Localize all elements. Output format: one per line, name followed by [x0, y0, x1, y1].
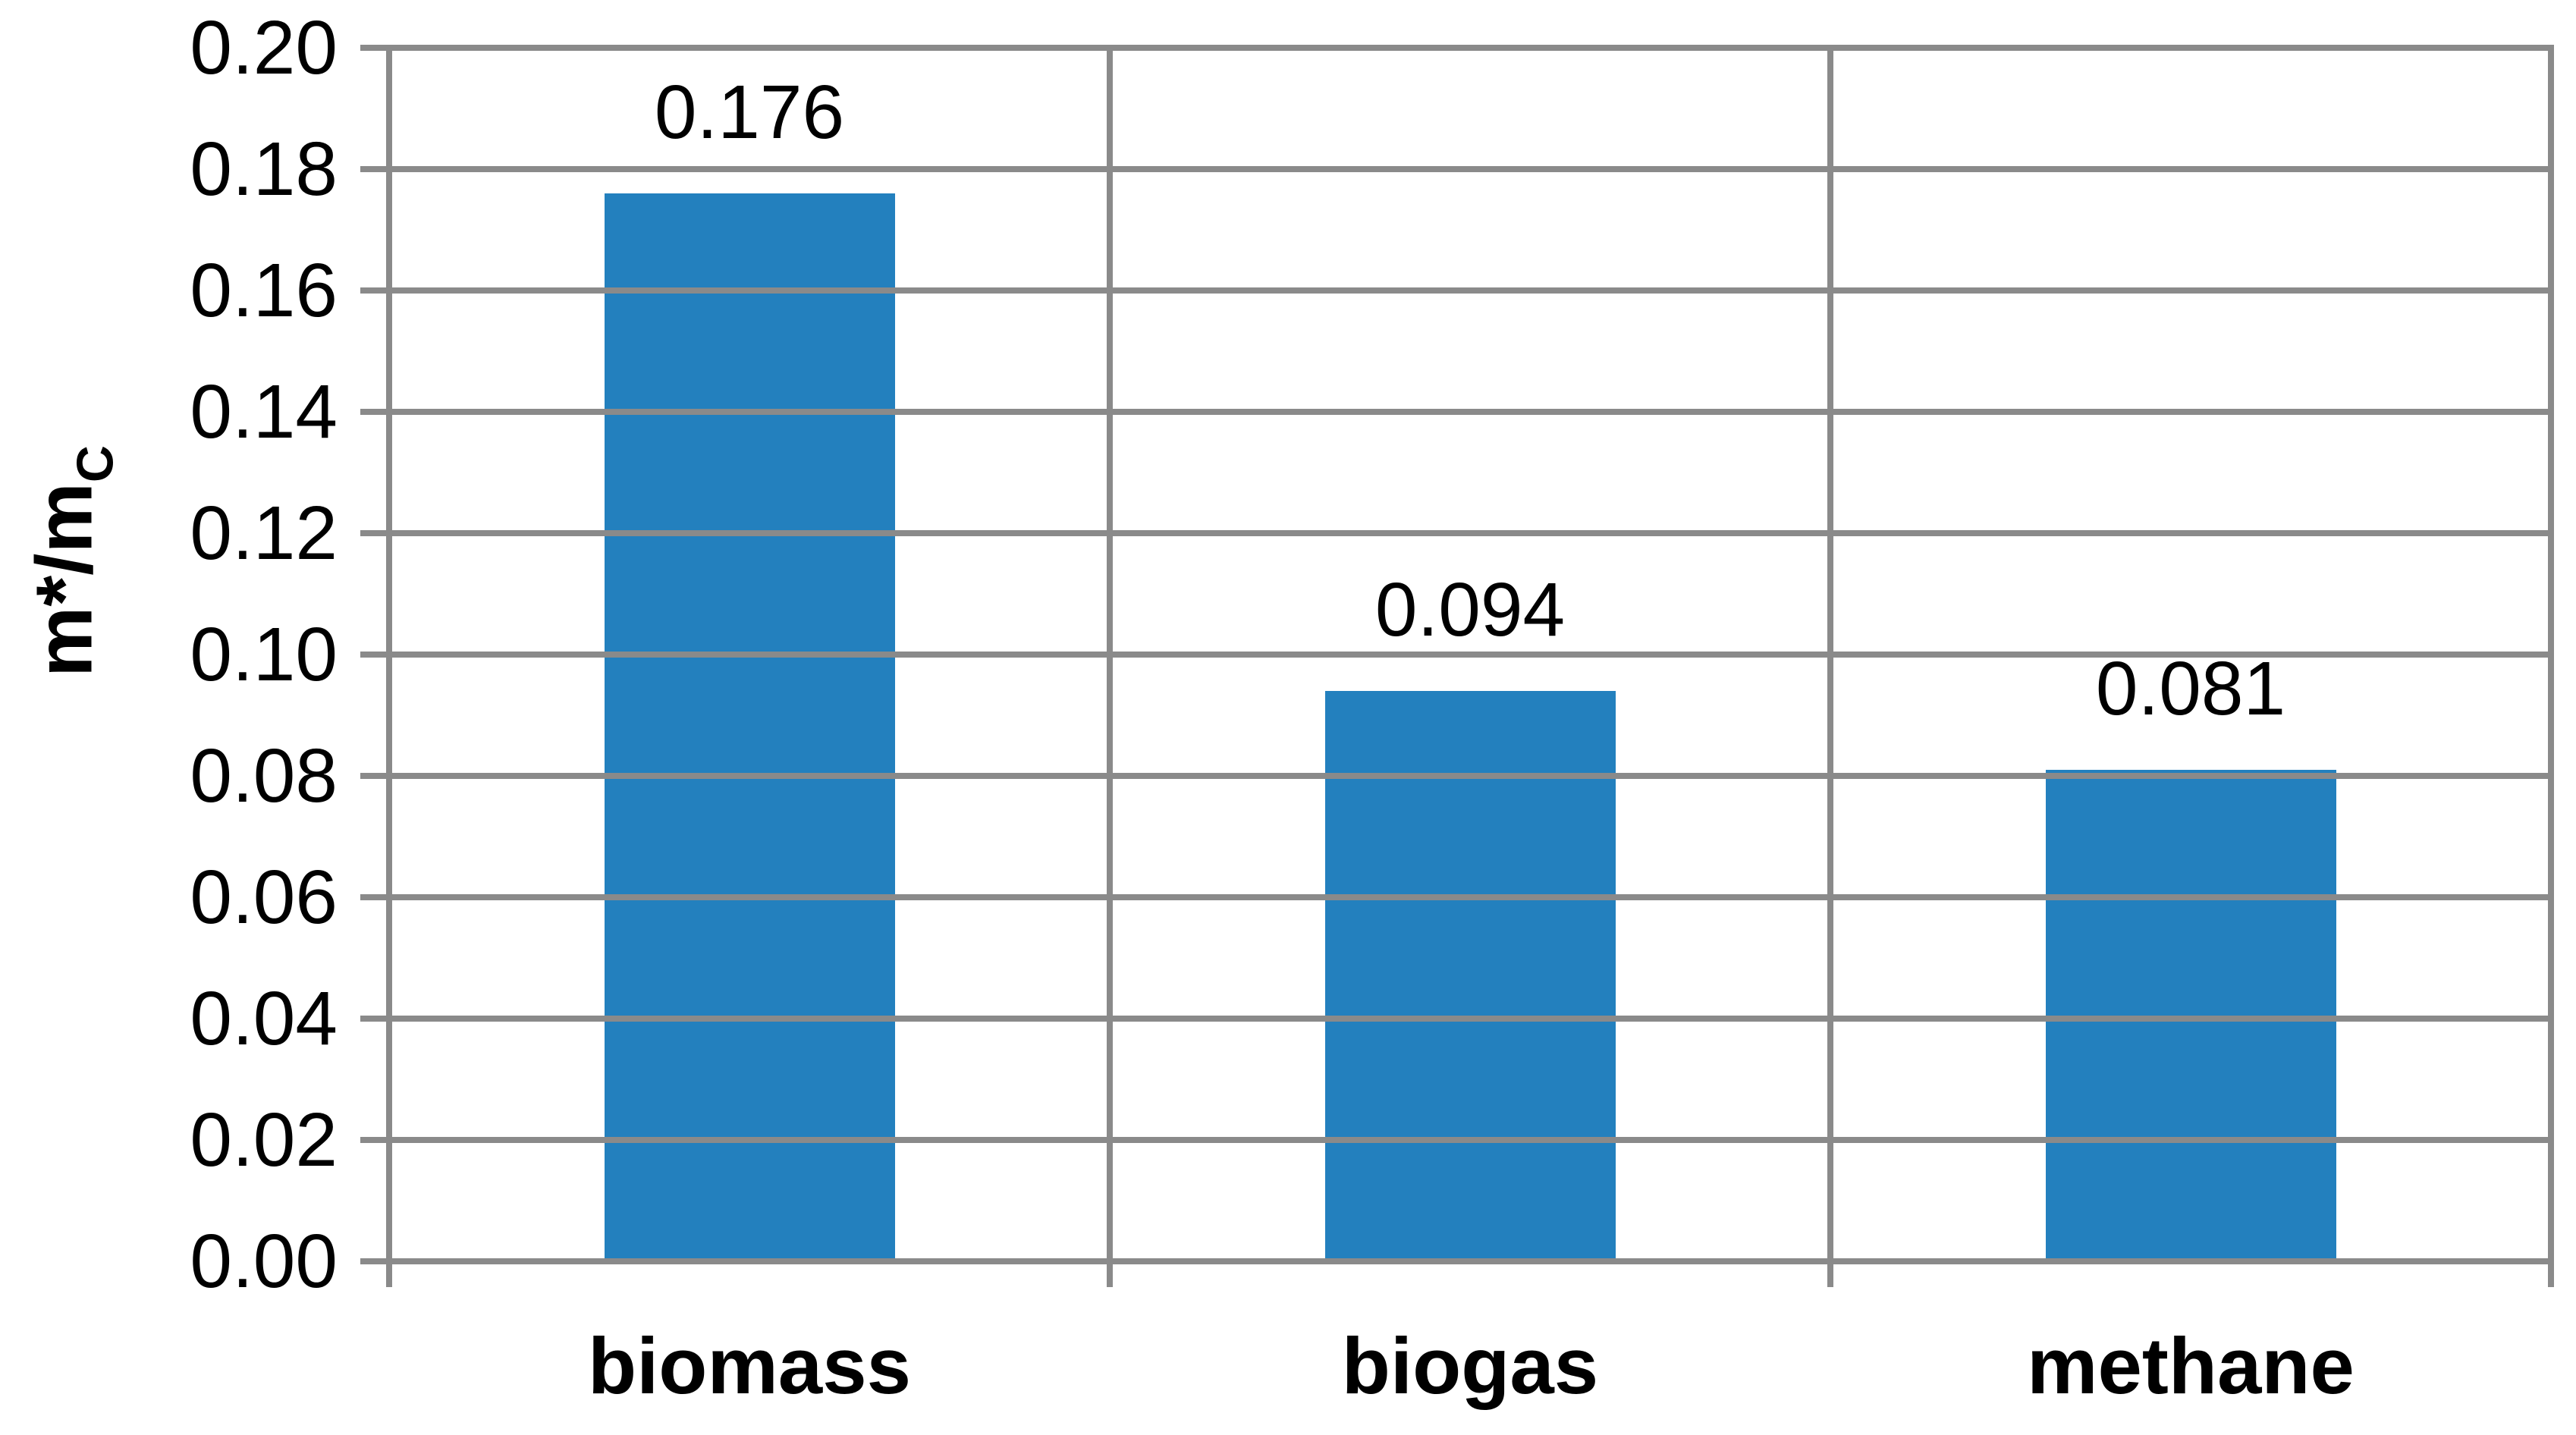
x-category-label-biogas: biogas: [1341, 1322, 1599, 1411]
y-tick-label: 0.14: [190, 369, 338, 454]
bar-biomass: [604, 193, 895, 1261]
gridline-vertical-category-boundary: [1827, 45, 1833, 1287]
x-axis-line: [360, 1258, 2554, 1264]
bar-value-label: 0.081: [2095, 646, 2286, 731]
y-tick-label: 0.16: [190, 248, 338, 333]
x-category-label-methane: methane: [2027, 1322, 2355, 1411]
gridline-horizontal: [360, 166, 2554, 172]
gridline-horizontal: [360, 894, 2554, 900]
y-tick-label: 0.08: [190, 733, 338, 818]
gridline-horizontal: [360, 287, 2554, 294]
y-tick-label: 0.04: [190, 976, 338, 1061]
gridline-horizontal: [360, 45, 2554, 51]
y-axis-line: [386, 45, 392, 1287]
gridline-vertical-category-boundary: [2548, 45, 2554, 1287]
bar-biogas: [1324, 691, 1616, 1261]
gridline-horizontal: [360, 1016, 2554, 1022]
gridline-vertical-category-boundary: [1107, 45, 1113, 1287]
y-tick-label: 0.18: [190, 127, 338, 212]
gridline-horizontal: [360, 652, 2554, 658]
bar-value-label: 0.094: [1374, 567, 1566, 652]
y-tick-label: 0.12: [190, 491, 338, 576]
y-tick-label: 0.10: [190, 612, 338, 697]
y-tick-label: 0.20: [190, 5, 338, 90]
gridline-horizontal: [360, 409, 2554, 415]
y-tick-label: 0.00: [190, 1219, 338, 1304]
gridline-horizontal: [360, 1137, 2554, 1143]
y-tick-label: 0.02: [190, 1097, 338, 1182]
y-tick-label: 0.06: [190, 855, 338, 940]
gridline-horizontal: [360, 530, 2554, 536]
gridline-horizontal: [360, 773, 2554, 779]
bar-value-label: 0.176: [654, 70, 845, 155]
x-category-label-biomass: biomass: [588, 1322, 911, 1411]
